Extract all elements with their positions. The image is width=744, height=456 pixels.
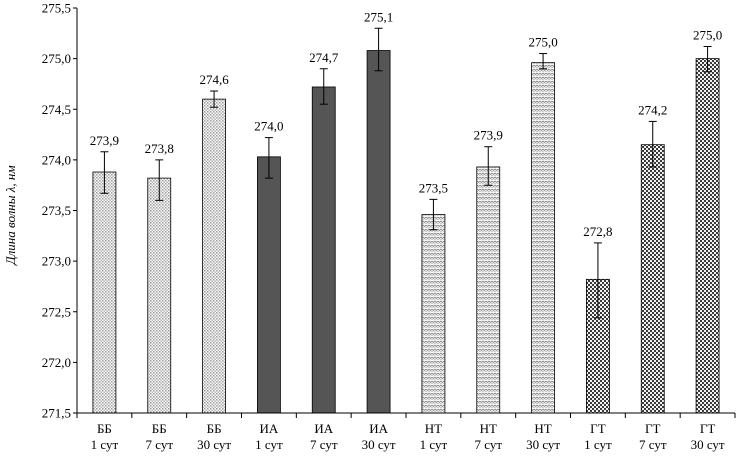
data-label: 274,7 [309, 50, 339, 65]
y-tick-label: 271,5 [42, 406, 71, 421]
x-category-label: ИА [260, 421, 279, 436]
y-axis-label: Длина волны λ, нм [3, 165, 18, 266]
bar [366, 50, 391, 414]
x-category-sublabel: 30 сут [691, 437, 725, 452]
y-tick-label: 272,5 [42, 304, 71, 319]
x-category-label: ГТ [700, 421, 716, 436]
bar [202, 98, 226, 414]
data-label: 274,6 [199, 72, 229, 87]
x-category-sublabel: 7 сут [310, 437, 338, 452]
y-tick-label: 275,5 [42, 1, 71, 16]
x-category-label: НТ [534, 421, 551, 436]
bar [147, 177, 172, 414]
y-tick-label: 272,0 [42, 355, 71, 370]
y-tick-labels: 271,5 272,0 272,5 273,0 273,5 274,0 274,5 275,0… [42, 1, 71, 421]
x-category-label: ББ [97, 421, 112, 436]
y-tick-label: 275,0 [42, 51, 71, 66]
data-label: 272,8 [583, 224, 612, 239]
bar [640, 144, 665, 414]
data-label: 274,2 [638, 102, 667, 117]
x-category-label: ГТ [590, 421, 606, 436]
x-category-label: НТ [425, 421, 442, 436]
data-label: 273,8 [145, 141, 174, 156]
y-tick-label: 274,5 [42, 102, 71, 117]
data-label: 275,0 [693, 27, 722, 42]
x-category-sublabel: 1 сут [91, 437, 119, 452]
x-category-sublabel: 7 сут [639, 437, 667, 452]
data-labels: 273,9 273,8 274,6 274,0 274,7 275,1 273,5 273,9… [90, 9, 722, 239]
bar [531, 62, 555, 414]
x-category-sublabel: 7 сут [145, 437, 173, 452]
data-label: 275,1 [364, 9, 393, 24]
y-tick-label: 273,5 [42, 203, 71, 218]
bar [92, 171, 117, 414]
bar [257, 156, 281, 414]
y-tick-label: 273,0 [42, 254, 71, 269]
data-label: 273,9 [474, 128, 503, 143]
x-category-sublabel: 30 сут [197, 437, 231, 452]
y-tick-label: 274,0 [42, 152, 71, 167]
bar [311, 86, 336, 414]
x-category-label: ББ [207, 421, 222, 436]
data-label: 273,5 [419, 180, 448, 195]
x-category-label: ГТ [645, 421, 661, 436]
x-category-sublabel: 30 сут [526, 437, 560, 452]
x-category-sublabel: 30 сут [362, 437, 396, 452]
data-label: 274,0 [254, 119, 283, 134]
bars [92, 50, 720, 414]
bar [476, 166, 501, 414]
x-category-label: НТ [480, 421, 497, 436]
axes [73, 7, 736, 418]
x-category-sublabel: 7 сут [474, 437, 502, 452]
x-category-sublabel: 1 сут [584, 437, 612, 452]
x-category-label: ИА [314, 421, 333, 436]
bar [421, 214, 446, 414]
data-label: 273,9 [90, 133, 119, 148]
error-bars [100, 27, 712, 319]
x-category-sublabel: 1 сут [420, 437, 448, 452]
bar [695, 58, 720, 414]
data-label: 275,0 [528, 35, 557, 50]
x-category-sublabel: 1 сут [255, 437, 283, 452]
x-category-label: ИА [369, 421, 388, 436]
x-category-label: ББ [152, 421, 167, 436]
